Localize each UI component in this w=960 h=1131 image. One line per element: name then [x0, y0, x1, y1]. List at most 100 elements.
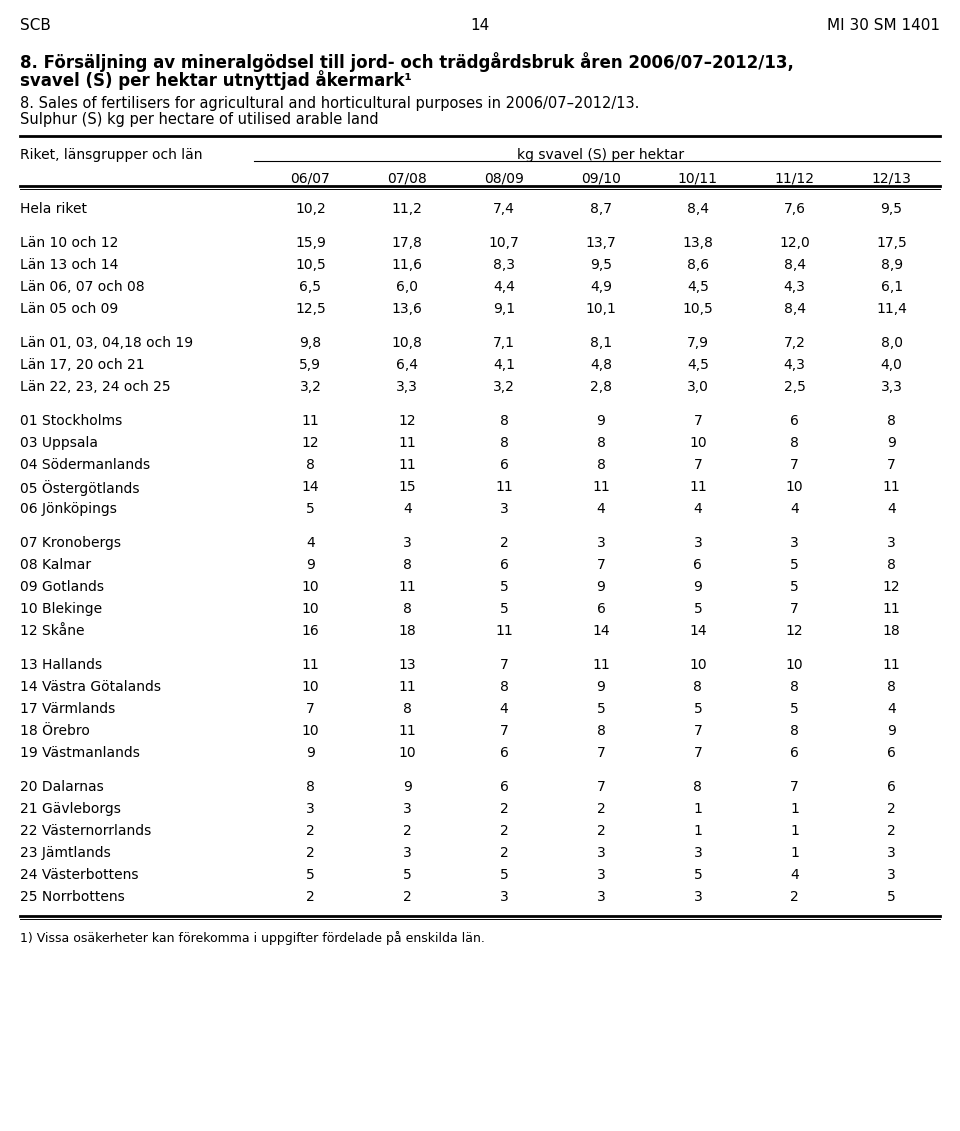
Text: Riket, länsgrupper och län: Riket, länsgrupper och län	[20, 148, 203, 162]
Text: 2: 2	[500, 824, 509, 838]
Text: 8,6: 8,6	[686, 258, 708, 271]
Text: Län 10 och 12: Län 10 och 12	[20, 236, 118, 250]
Text: 3: 3	[790, 536, 799, 550]
Text: 4,3: 4,3	[783, 359, 805, 372]
Text: 2: 2	[500, 802, 509, 815]
Text: 9: 9	[693, 580, 703, 594]
Text: 10,5: 10,5	[295, 258, 325, 271]
Text: 2: 2	[790, 890, 799, 904]
Text: 8,0: 8,0	[880, 336, 902, 349]
Text: 2: 2	[596, 824, 606, 838]
Text: 6,4: 6,4	[396, 359, 419, 372]
Text: 5: 5	[693, 702, 702, 716]
Text: 12: 12	[786, 624, 804, 638]
Text: 14: 14	[470, 18, 490, 33]
Text: 7: 7	[596, 558, 606, 572]
Text: Hela riket: Hela riket	[20, 202, 87, 216]
Text: 5: 5	[500, 867, 509, 882]
Text: 2,8: 2,8	[590, 380, 612, 394]
Text: 24 Västerbottens: 24 Västerbottens	[20, 867, 138, 882]
Text: 4,5: 4,5	[687, 280, 708, 294]
Text: 17 Värmlands: 17 Värmlands	[20, 702, 115, 716]
Text: 4,0: 4,0	[880, 359, 902, 372]
Text: 8,4: 8,4	[686, 202, 708, 216]
Text: 8: 8	[500, 680, 509, 694]
Text: 8,1: 8,1	[590, 336, 612, 349]
Text: 09 Gotlands: 09 Gotlands	[20, 580, 104, 594]
Text: 8: 8	[887, 680, 896, 694]
Text: 19 Västmanlands: 19 Västmanlands	[20, 746, 140, 760]
Text: 8. Sales of fertilisers for agricultural and horticultural purposes in 2006/07–2: 8. Sales of fertilisers for agricultural…	[20, 96, 639, 111]
Text: 17,5: 17,5	[876, 236, 907, 250]
Text: 7: 7	[596, 780, 606, 794]
Text: 6,0: 6,0	[396, 280, 419, 294]
Text: 8. Försäljning av mineralgödsel till jord- och trädgårdsbruk åren 2006/07–2012/1: 8. Försäljning av mineralgödsel till jor…	[20, 52, 794, 72]
Text: 12: 12	[301, 435, 320, 450]
Text: 3: 3	[403, 846, 412, 860]
Text: 7: 7	[500, 724, 509, 739]
Text: 10: 10	[689, 658, 707, 672]
Text: Län 05 och 09: Län 05 och 09	[20, 302, 118, 316]
Text: 6,5: 6,5	[300, 280, 322, 294]
Text: 13,8: 13,8	[683, 236, 713, 250]
Text: Län 17, 20 och 21: Län 17, 20 och 21	[20, 359, 145, 372]
Text: 10: 10	[689, 435, 707, 450]
Text: 5: 5	[306, 867, 315, 882]
Text: 7,2: 7,2	[783, 336, 805, 349]
Text: 9: 9	[306, 558, 315, 572]
Text: 11: 11	[495, 480, 513, 494]
Text: 9: 9	[596, 680, 606, 694]
Text: 7: 7	[693, 458, 702, 472]
Text: 3,0: 3,0	[687, 380, 708, 394]
Text: 7: 7	[306, 702, 315, 716]
Text: 4: 4	[790, 502, 799, 516]
Text: 3: 3	[596, 536, 606, 550]
Text: 11: 11	[882, 480, 900, 494]
Text: 3,2: 3,2	[493, 380, 516, 394]
Text: 8: 8	[790, 435, 799, 450]
Text: 7: 7	[693, 414, 702, 428]
Text: 10: 10	[301, 580, 320, 594]
Text: 8: 8	[790, 680, 799, 694]
Text: 18: 18	[398, 624, 417, 638]
Text: 2: 2	[403, 824, 412, 838]
Text: 9,8: 9,8	[300, 336, 322, 349]
Text: 7: 7	[693, 724, 702, 739]
Text: 7: 7	[887, 458, 896, 472]
Text: 8: 8	[500, 414, 509, 428]
Text: 6,1: 6,1	[880, 280, 902, 294]
Text: 15: 15	[398, 480, 416, 494]
Text: 11: 11	[301, 658, 320, 672]
Text: svavel (S) per hektar utnyttjad åkermark¹: svavel (S) per hektar utnyttjad åkermark…	[20, 70, 412, 90]
Text: 1: 1	[693, 802, 703, 815]
Text: 06 Jönköpings: 06 Jönköpings	[20, 502, 117, 516]
Text: 12,5: 12,5	[295, 302, 325, 316]
Text: 11/12: 11/12	[775, 172, 815, 185]
Text: 7: 7	[693, 746, 702, 760]
Text: 3: 3	[500, 890, 509, 904]
Text: 11: 11	[495, 624, 513, 638]
Text: 12/13: 12/13	[872, 172, 911, 185]
Text: 8: 8	[790, 724, 799, 739]
Text: 6: 6	[887, 746, 896, 760]
Text: 1: 1	[693, 824, 703, 838]
Text: 16: 16	[301, 624, 320, 638]
Text: 11: 11	[398, 435, 417, 450]
Text: Sulphur (S) kg per hectare of utilised arable land: Sulphur (S) kg per hectare of utilised a…	[20, 112, 378, 127]
Text: 4: 4	[693, 502, 702, 516]
Text: 07/08: 07/08	[388, 172, 427, 185]
Text: 3: 3	[887, 867, 896, 882]
Text: 4: 4	[403, 502, 412, 516]
Text: 5,9: 5,9	[300, 359, 322, 372]
Text: 4,3: 4,3	[783, 280, 805, 294]
Text: 9: 9	[887, 435, 896, 450]
Text: 1: 1	[790, 802, 799, 815]
Text: 5: 5	[403, 867, 412, 882]
Text: 3: 3	[887, 846, 896, 860]
Text: 15,9: 15,9	[295, 236, 325, 250]
Text: 6: 6	[500, 458, 509, 472]
Text: 7: 7	[790, 458, 799, 472]
Text: 08 Kalmar: 08 Kalmar	[20, 558, 91, 572]
Text: 10,1: 10,1	[586, 302, 616, 316]
Text: 1: 1	[790, 824, 799, 838]
